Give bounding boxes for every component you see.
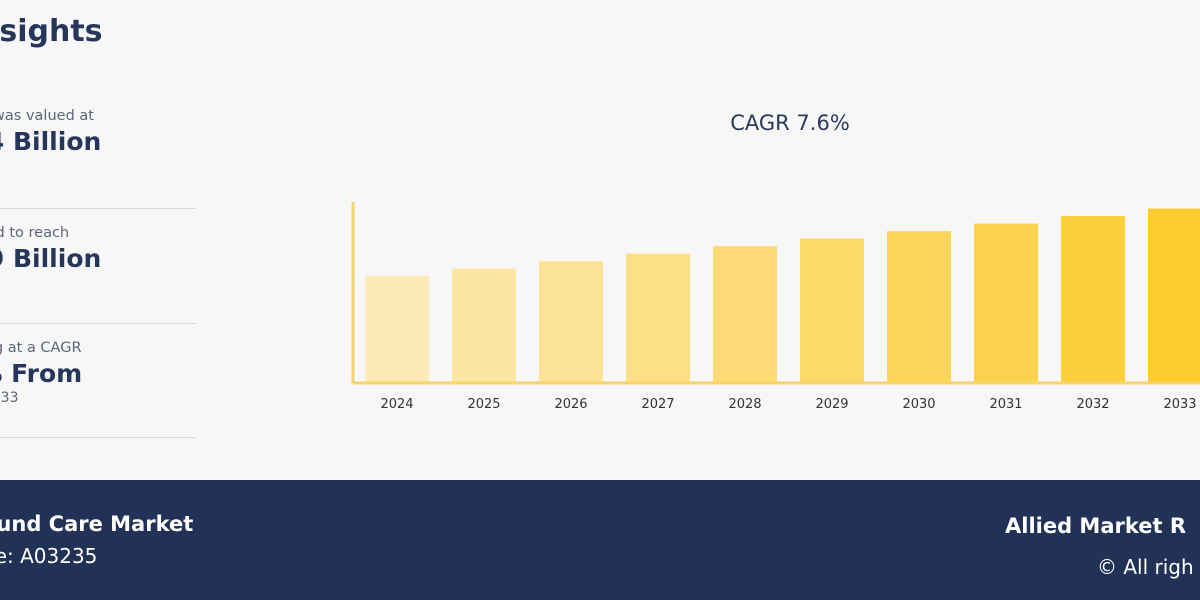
x-tick-label: 2024	[380, 397, 413, 412]
x-tick-label: 2032	[1076, 397, 1109, 412]
stat-cagr: owing at a CAGR 6% From 24-2033	[0, 340, 196, 406]
footer: ound Care Market de: A03235 Allied Marke…	[0, 480, 1200, 600]
report-code: de: A03235	[0, 544, 98, 568]
bar-2024	[365, 276, 429, 382]
bar-2028	[713, 246, 777, 382]
bar-2026	[539, 261, 603, 382]
x-tick-label: 2027	[641, 397, 674, 412]
divider	[0, 323, 196, 324]
bar-chart: 2024 2025 2026 2027 2028 2029 2030 2031 2032 2033	[351, 202, 1200, 412]
bar-2032	[1061, 216, 1125, 382]
divider	[0, 208, 196, 209]
x-tick-label: 2026	[554, 397, 587, 412]
chart-title: CAGR 7.6%	[730, 111, 850, 135]
bar-2030	[887, 231, 951, 382]
x-tick-label: 2030	[902, 397, 935, 412]
x-tick-label: 2025	[467, 397, 500, 412]
x-tick-label: 2028	[728, 397, 761, 412]
bar-2031	[974, 223, 1038, 382]
stat-sub: 3	[0, 158, 196, 174]
stat-label: owing at a CAGR	[0, 340, 82, 356]
stat-market-value: rket was valued at 1.4 Billion 3	[0, 108, 196, 174]
stat-value: 6% From	[0, 359, 83, 388]
bar-2025	[452, 268, 516, 382]
x-tick-label: 2031	[989, 397, 1022, 412]
bar-2033	[1148, 208, 1200, 382]
stat-value: 2.9 Billion	[0, 244, 102, 273]
divider	[0, 437, 196, 438]
stat-projected-value: jected to reach 2.9 Billion 3	[0, 225, 196, 291]
stat-sub: 24-2033	[0, 390, 19, 406]
stat-label: jected to reach	[0, 225, 70, 241]
x-tick-label: 2033	[1163, 397, 1196, 412]
report-title: ound Care Market	[0, 512, 194, 536]
stat-label: rket was valued at	[0, 108, 94, 124]
bar-2029	[800, 238, 864, 382]
stat-sub: 3	[0, 275, 196, 291]
bar-2027	[626, 253, 690, 382]
page-title: nsights	[0, 14, 103, 49]
brand-name: Allied Market R	[1005, 514, 1187, 538]
x-tick-label: 2029	[815, 397, 848, 412]
stat-value: 1.4 Billion	[0, 127, 102, 156]
copyright: © All righ	[1097, 555, 1194, 579]
